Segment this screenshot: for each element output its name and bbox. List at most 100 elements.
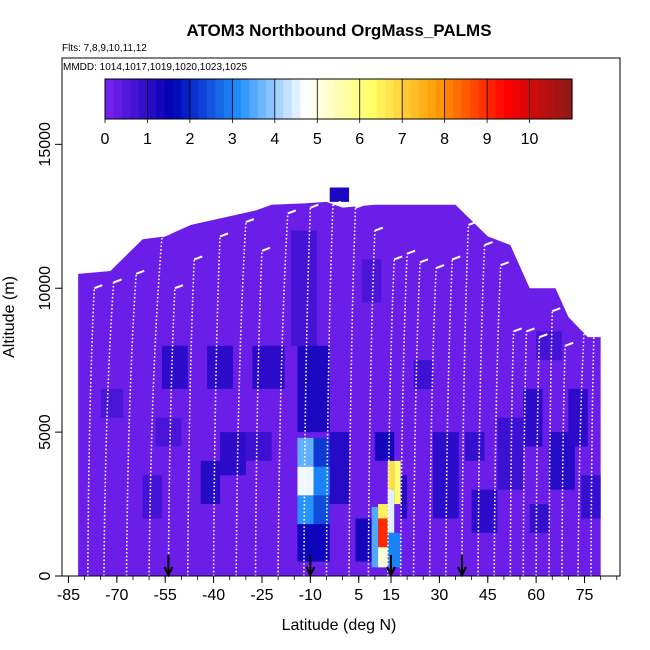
- heatmap-cell: [207, 345, 233, 389]
- mmdd-label: MMDD: 1014,1017,1019,1020,1023,1025: [63, 62, 247, 73]
- x-tick-label: -85: [57, 587, 80, 604]
- x-tick-label: -40: [202, 587, 225, 604]
- flight-profile: [577, 322, 586, 576]
- flights-label: Flts: 7,8,9,10,11,12: [62, 43, 147, 54]
- flight-level-segment: [310, 203, 319, 209]
- flight-level-segment: [245, 218, 255, 223]
- heatmap-cell: [313, 495, 330, 525]
- colorbar-tick-label: 9: [483, 131, 492, 148]
- colorbar-segment: [215, 79, 225, 119]
- heatmap-cell: [142, 475, 162, 519]
- colorbar-segment: [402, 79, 412, 119]
- x-tick-label: 15: [382, 587, 400, 604]
- flight-profile: [428, 268, 437, 576]
- flight-profile: [325, 204, 334, 576]
- flight-level-segment: [435, 264, 445, 270]
- flight-profile: [399, 253, 408, 576]
- arrow-head: [163, 566, 174, 578]
- flight-profile: [493, 265, 502, 576]
- colorbar-segment: [521, 79, 531, 119]
- colorbar-segment: [155, 79, 166, 119]
- heatmap-cell: [297, 495, 314, 525]
- y-axis: 0 5000 10000 15000: [37, 122, 62, 580]
- colorbar-segment: [181, 79, 191, 119]
- flight-profile: [590, 322, 595, 576]
- flight-level-segment: [468, 220, 477, 226]
- colorbar-segment: [504, 79, 514, 119]
- heatmap-cell: [155, 417, 182, 447]
- flight-profile: [103, 282, 115, 576]
- flight-profile: [367, 230, 376, 576]
- colorbar-segment: [478, 79, 488, 119]
- heatmap-cell: [378, 518, 388, 548]
- colorbar-segment: [538, 79, 548, 119]
- flight-level-segment: [135, 269, 145, 275]
- flight-level-segment: [219, 232, 229, 238]
- flight-level-segment: [355, 203, 364, 209]
- colorbar-segment: [257, 79, 267, 119]
- x-tick-label: 5: [354, 587, 363, 604]
- colorbar: 0 1 2 3 4 5 6 7 8 9 10: [101, 78, 573, 148]
- colorbar-tick-label: 0: [101, 131, 110, 148]
- flight-level-segment: [374, 226, 384, 232]
- heatmap-cell: [374, 432, 395, 461]
- heatmap-cell: [378, 504, 388, 519]
- plot-frame: [61, 57, 621, 577]
- colorbar-tick-label: 1: [143, 131, 152, 148]
- y-tick-label: 0: [37, 571, 54, 580]
- colorbar-segment: [393, 79, 403, 119]
- colorbar-segment: [266, 79, 276, 119]
- flight-level-segment: [193, 255, 203, 261]
- colorbar-segment: [419, 79, 429, 119]
- heatmap-cell: [378, 547, 388, 568]
- colorbar-tick-label: 7: [398, 131, 407, 148]
- x-tick-label: -10: [299, 587, 322, 604]
- colorbar-segment: [283, 79, 293, 119]
- heatmap-cell: [297, 345, 330, 433]
- heatmap-cell: [536, 331, 562, 361]
- colorbar-segment: [385, 79, 395, 119]
- flight-profile: [212, 236, 221, 576]
- heatmap-cell: [220, 432, 246, 476]
- x-tick-label: 45: [479, 587, 497, 604]
- colorbar-segment: [105, 79, 115, 119]
- colorbar-segment: [325, 79, 335, 119]
- y-tick-label: 15000: [37, 122, 54, 167]
- heatmap-cell: [361, 259, 382, 303]
- colorbar-segment: [453, 79, 463, 119]
- colorbar-tick-label: 5: [313, 131, 322, 148]
- flight-profile: [235, 221, 247, 576]
- colorbar-segment: [376, 79, 386, 119]
- colorbar-segment: [555, 79, 565, 119]
- flight-profile: [461, 224, 470, 576]
- colorbar-segment: [342, 79, 352, 119]
- flight-level-segment: [551, 307, 561, 313]
- flight-profile: [386, 259, 396, 576]
- colorbar-segment: [138, 79, 149, 119]
- heatmap-cell: [200, 460, 221, 505]
- x-tick-label: -55: [154, 587, 177, 604]
- heatmap-cell: [529, 504, 550, 533]
- colorbar-tick-label: 8: [440, 131, 449, 148]
- flight-profile: [477, 245, 486, 576]
- flight-profile: [445, 259, 454, 576]
- flight-profile: [522, 331, 528, 576]
- heatmap-cell: [371, 506, 379, 568]
- chart-title: ATOM3 Northbound OrgMass_PALMS: [186, 21, 491, 40]
- colorbar-segment: [189, 79, 199, 119]
- flight-profile: [509, 331, 515, 576]
- colorbar-segment: [546, 79, 556, 119]
- heatmap-cell: [568, 388, 588, 447]
- colorbar-segment: [444, 79, 454, 119]
- colorbar-segment: [130, 79, 140, 119]
- heatmap-cell: [313, 466, 330, 496]
- colorbar-segment: [529, 79, 539, 119]
- heatmap-cell: [465, 432, 485, 461]
- x-tick-label: 75: [576, 587, 594, 604]
- heatmap-cell: [297, 466, 314, 496]
- y-axis-label: Altitude (m): [1, 276, 18, 358]
- colorbar-tick-label: 10: [521, 131, 539, 148]
- colorbar-segment: [495, 79, 505, 119]
- flight-profile: [548, 311, 554, 576]
